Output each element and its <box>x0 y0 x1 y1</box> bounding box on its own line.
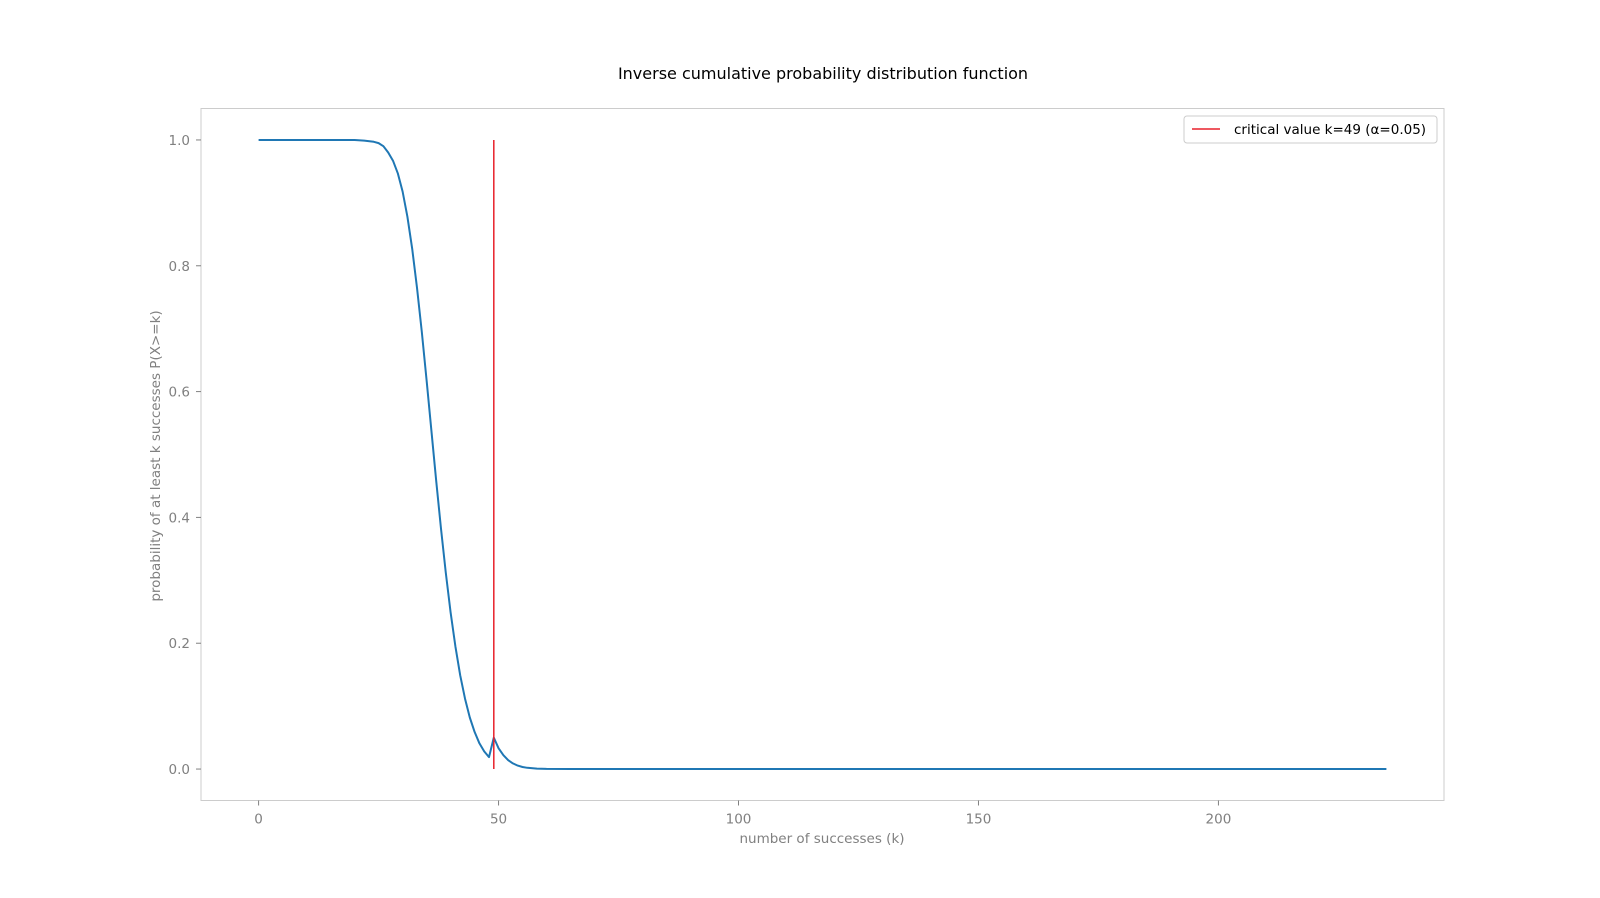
legend-label-critical-value: critical value k=49 (α=0.05) <box>1234 122 1426 138</box>
x-axis-label: number of successes (k) <box>739 831 904 847</box>
x-tick-label: 100 <box>726 812 752 828</box>
x-axis: 0 50 100 150 200 <box>254 800 1232 828</box>
legend-box <box>1183 115 1438 144</box>
x-tick-label: 150 <box>966 812 992 828</box>
y-tick-label: 1.0 <box>169 133 190 149</box>
y-tick-label: 0.2 <box>169 636 190 652</box>
y-tick-label: 0.0 <box>169 762 190 778</box>
y-axis-label: probability of at least k successes P(X>… <box>148 310 164 601</box>
x-tick-label: 200 <box>1206 812 1232 828</box>
plot-area <box>200 108 1445 801</box>
y-axis: 0.0 0.2 0.4 0.6 0.8 1.0 <box>169 133 201 778</box>
x-tick-label: 0 <box>254 812 263 828</box>
legend: critical value k=49 (α=0.05) <box>1183 115 1438 144</box>
x-tick-label: 50 <box>490 812 507 828</box>
y-tick-label: 0.6 <box>169 385 190 401</box>
chart-title: Inverse cumulative probability distribut… <box>618 64 1028 83</box>
y-tick-label: 0.8 <box>169 259 190 275</box>
series-layer <box>258 139 1387 770</box>
y-tick-label: 0.4 <box>169 510 190 526</box>
series-line-probability <box>258 139 1387 770</box>
